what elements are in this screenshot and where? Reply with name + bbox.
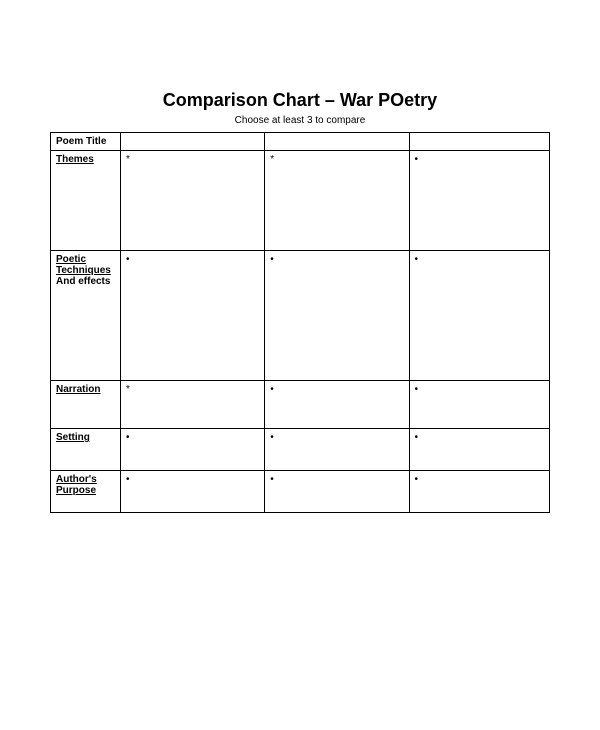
table-cell: • — [121, 429, 265, 471]
table-cell: • — [265, 471, 409, 513]
table-row: Setting • • • — [51, 429, 550, 471]
table-cell: • — [265, 251, 409, 381]
table-cell — [409, 133, 550, 151]
row-header-themes: Themes — [51, 151, 121, 251]
table-cell — [265, 133, 409, 151]
table-row: Themes * * • — [51, 151, 550, 251]
table-cell: • — [265, 429, 409, 471]
table-cell: • — [121, 251, 265, 381]
table-cell — [121, 133, 265, 151]
table-cell: • — [409, 471, 550, 513]
row-header-poetic: Poetic TechniquesAnd effects — [51, 251, 121, 381]
table-cell: * — [265, 151, 409, 251]
comparison-table: Poem Title Themes * * • Poetic Technique… — [50, 132, 550, 513]
page-title: Comparison Chart – War POetry — [50, 90, 550, 111]
row-header-poem-title: Poem Title — [51, 133, 121, 151]
table-cell: • — [409, 381, 550, 429]
table-row: Poetic TechniquesAnd effects • • • — [51, 251, 550, 381]
table-cell: • — [265, 381, 409, 429]
row-header-narration: Narration — [51, 381, 121, 429]
table-row: Narration * • • — [51, 381, 550, 429]
table-row: Poem Title — [51, 133, 550, 151]
table-cell: * — [121, 151, 265, 251]
table-cell: • — [409, 429, 550, 471]
table-cell: • — [121, 471, 265, 513]
row-header-purpose: Author's Purpose — [51, 471, 121, 513]
table-cell: • — [409, 151, 550, 251]
table-cell: • — [409, 251, 550, 381]
page-subtitle: Choose at least 3 to compare — [50, 115, 550, 126]
table-row: Author's Purpose • • • — [51, 471, 550, 513]
table-cell: * — [121, 381, 265, 429]
row-header-setting: Setting — [51, 429, 121, 471]
